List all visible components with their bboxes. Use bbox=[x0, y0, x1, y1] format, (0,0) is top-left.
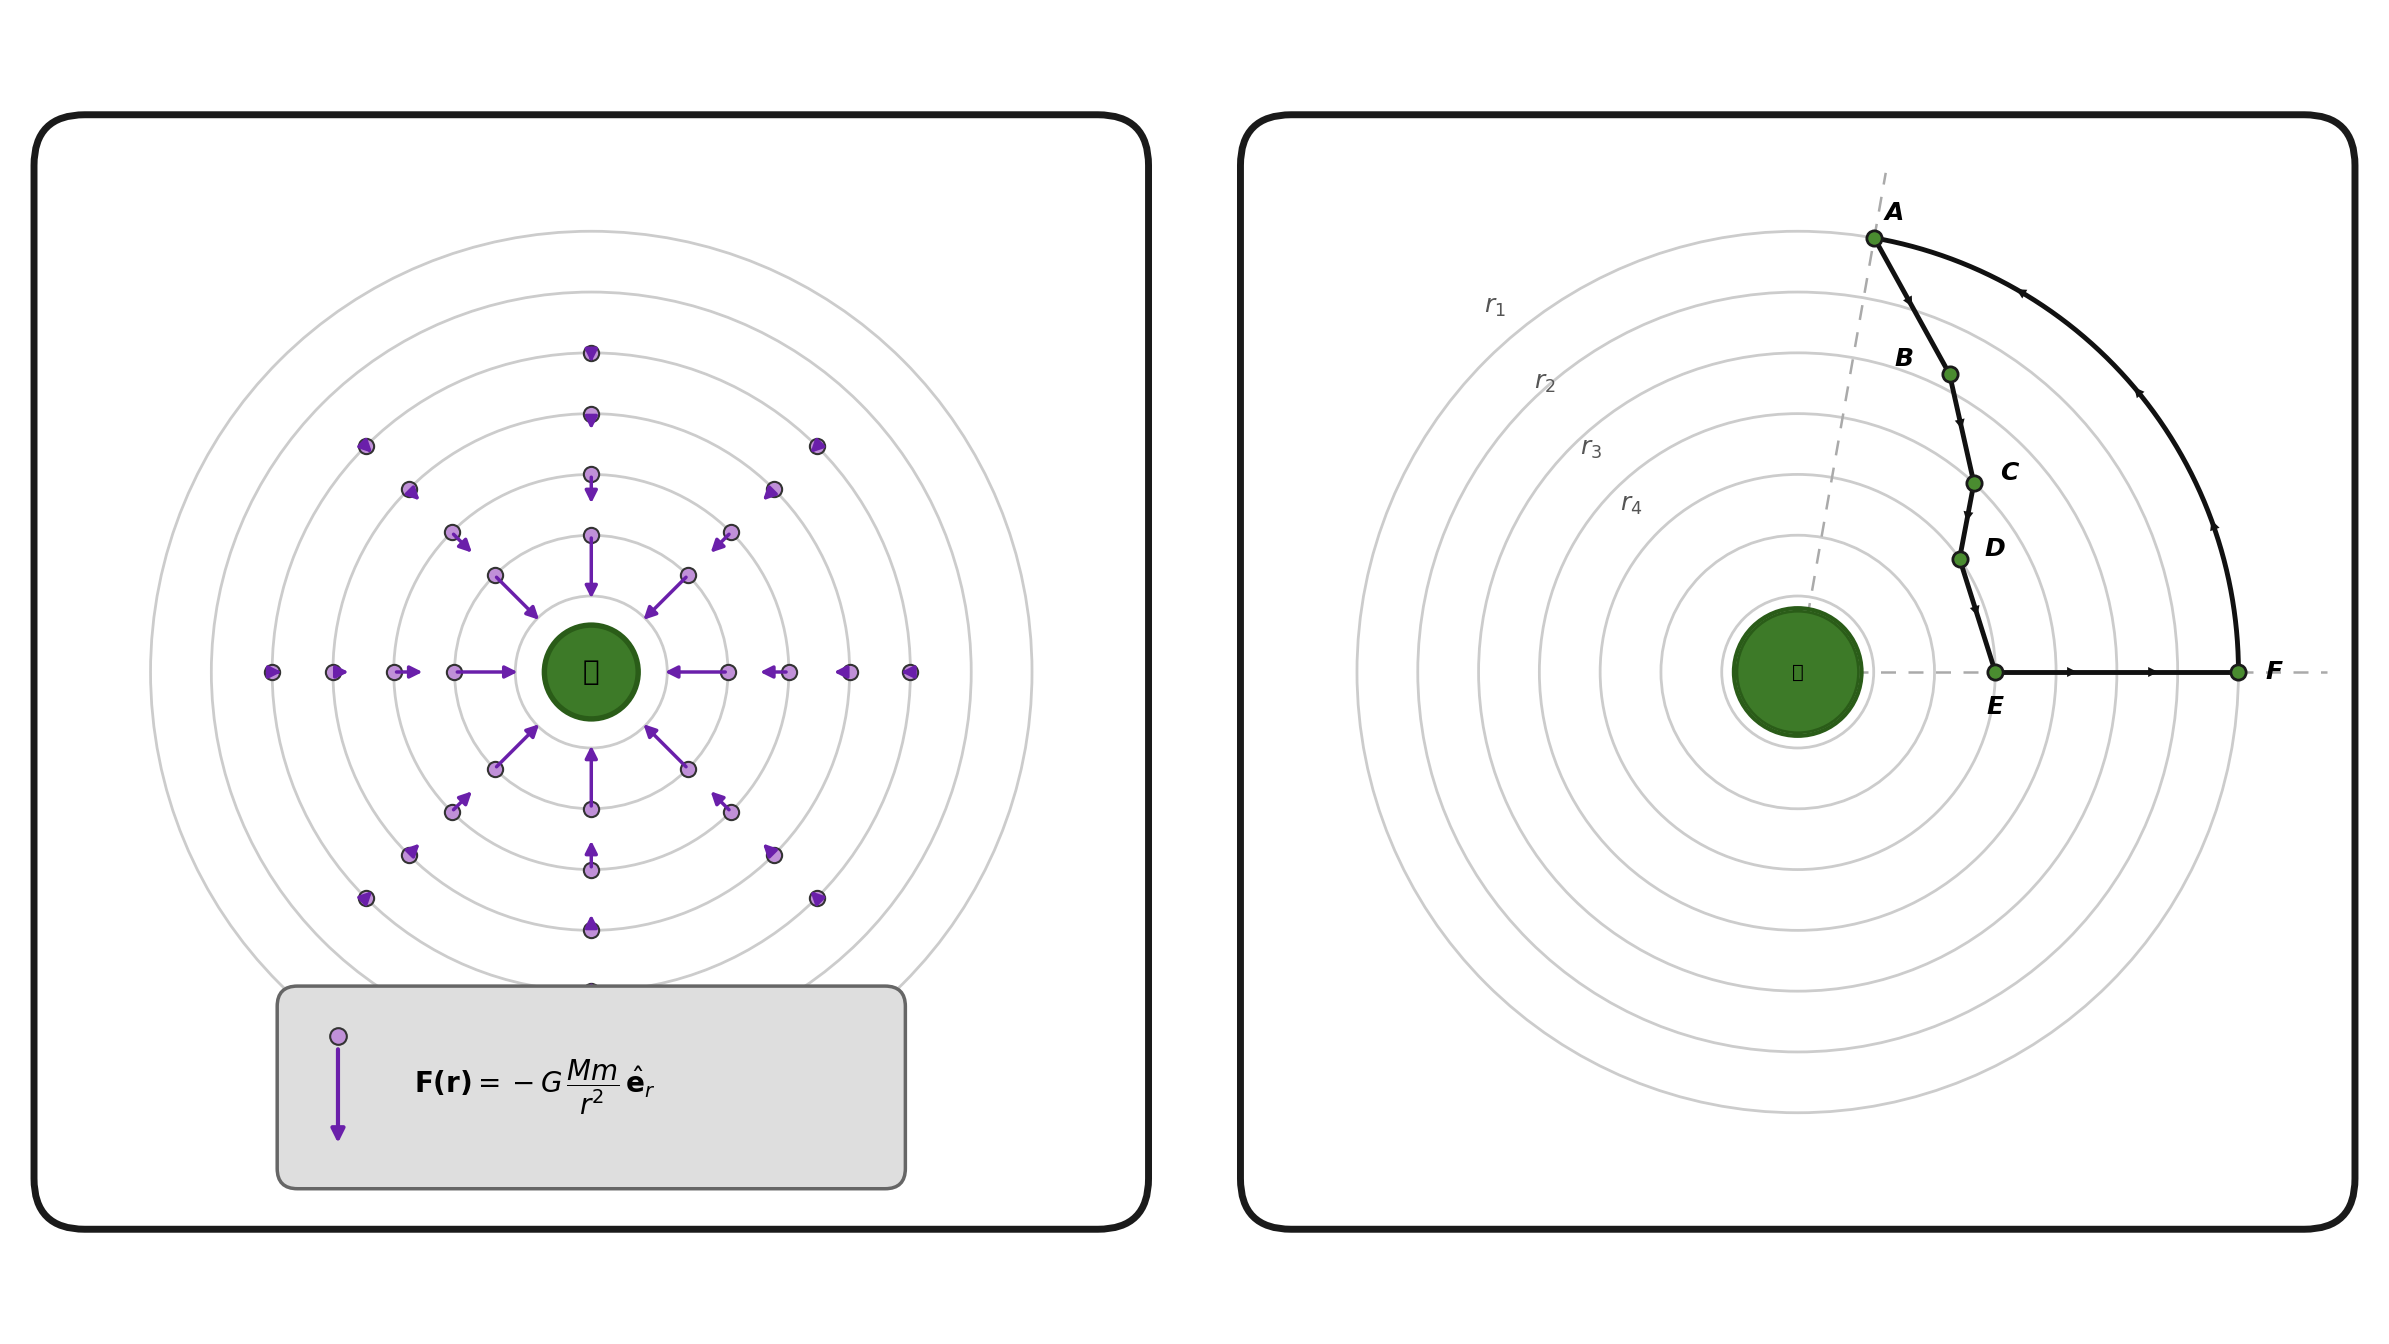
Text: F: F bbox=[2265, 660, 2281, 684]
Circle shape bbox=[542, 624, 640, 720]
Text: 🌏: 🌏 bbox=[1792, 663, 1804, 681]
Text: 🌏: 🌏 bbox=[583, 659, 600, 685]
Text: $r_2$: $r_2$ bbox=[1534, 371, 1555, 395]
FancyBboxPatch shape bbox=[277, 986, 905, 1188]
Text: D: D bbox=[1985, 536, 2004, 560]
Text: $r_1$: $r_1$ bbox=[1484, 296, 1505, 320]
Circle shape bbox=[545, 626, 638, 718]
Text: $\mathbf{F(r)} = -G\,\dfrac{Mm}{r^2}\,\hat{\mathbf{e}}_r$: $\mathbf{F(r)} = -G\,\dfrac{Mm}{r^2}\,\h… bbox=[413, 1058, 655, 1117]
Text: A: A bbox=[1885, 200, 1904, 224]
Text: E: E bbox=[1988, 695, 2004, 719]
FancyBboxPatch shape bbox=[33, 114, 1149, 1230]
Text: C: C bbox=[2000, 461, 2019, 485]
Circle shape bbox=[1734, 609, 1861, 735]
Circle shape bbox=[1737, 612, 1859, 732]
Text: B: B bbox=[1894, 347, 1914, 371]
Text: $r_3$: $r_3$ bbox=[1579, 437, 1603, 461]
FancyBboxPatch shape bbox=[1240, 114, 2356, 1230]
Text: $r_4$: $r_4$ bbox=[1620, 493, 1644, 517]
